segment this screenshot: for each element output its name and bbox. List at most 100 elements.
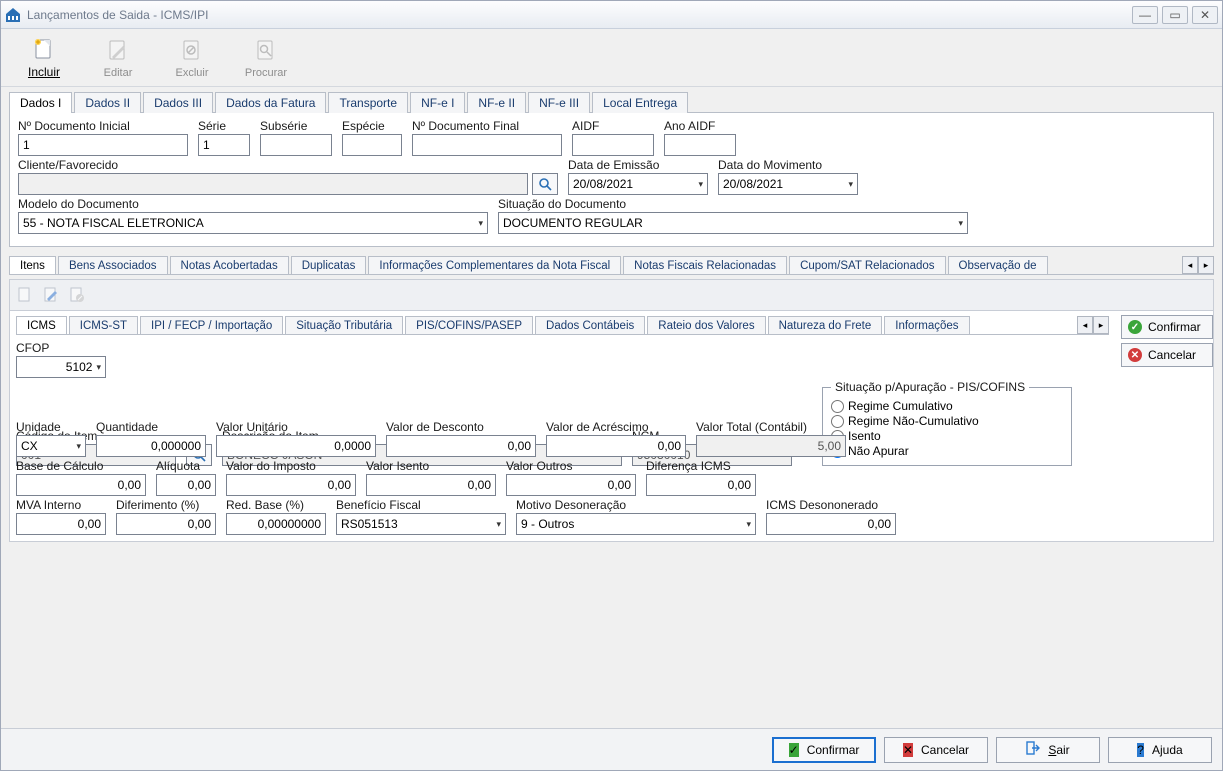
- tab-itens[interactable]: Itens: [9, 256, 56, 275]
- editar-icon: [104, 37, 132, 65]
- diferimento-input[interactable]: [116, 513, 216, 535]
- tab-rateio-dos-valores[interactable]: Rateio dos Valores: [647, 316, 765, 335]
- tab-ipi-fecp-importa-o[interactable]: IPI / FECP / Importação: [140, 316, 283, 335]
- close-button[interactable]: ✕: [1192, 6, 1218, 24]
- item-delete-icon[interactable]: [65, 283, 89, 307]
- radio-regime-n-o-cumulativo[interactable]: Regime Não-Cumulativo: [831, 414, 1063, 428]
- lbl-unidade: Unidade: [16, 420, 86, 434]
- tab-nf-e-iii[interactable]: NF-e III: [528, 92, 590, 113]
- incluir-button[interactable]: Incluir: [9, 33, 79, 82]
- tab-bens-associados[interactable]: Bens Associados: [58, 256, 168, 275]
- lbl-valor-unitario: Valor Unitário: [216, 420, 376, 434]
- tab-dados-cont-beis[interactable]: Dados Contábeis: [535, 316, 645, 335]
- radio-isento[interactable]: Isento: [831, 429, 1063, 443]
- valor-acrescimo-input[interactable]: [546, 435, 686, 457]
- valor-imposto-input[interactable]: [226, 474, 356, 496]
- valor-isento-input[interactable]: [366, 474, 496, 496]
- data-movimento-select[interactable]: 20/08/2021▾: [718, 173, 858, 195]
- tab-dados-i[interactable]: Dados I: [9, 92, 72, 113]
- footer-confirmar-button[interactable]: ✓ Confirmar: [772, 737, 876, 763]
- lbl-valor-acrescimo: Valor de Acréscimo: [546, 420, 686, 434]
- lbl-valor-isento: Valor Isento: [366, 459, 496, 473]
- footer-sair-button[interactable]: SSairair: [996, 737, 1100, 763]
- lbl-quantidade: Quantidade: [96, 420, 206, 434]
- valor-desconto-input[interactable]: [386, 435, 536, 457]
- tab-notas-fiscais-relacionadas[interactable]: Notas Fiscais Relacionadas: [623, 256, 787, 275]
- app-window: Lançamentos de Saida - ICMS/IPI — ▭ ✕ In…: [0, 0, 1223, 771]
- item-edit-icon[interactable]: [39, 283, 63, 307]
- lbl-motivo-desoneracao: Motivo Desoneração: [516, 498, 756, 512]
- radio-n-o-apurar[interactable]: Não Apurar: [831, 444, 1063, 458]
- tab-notas-acobertadas[interactable]: Notas Acobertadas: [170, 256, 289, 275]
- footer-cancelar-button[interactable]: ✕ Cancelar: [884, 737, 988, 763]
- lbl-serie: Série: [198, 119, 250, 133]
- tab-informa-es[interactable]: Informações: [884, 316, 969, 335]
- tab-scroll-right[interactable]: ▸: [1093, 316, 1109, 334]
- tab-cupom-sat-relacionados[interactable]: Cupom/SAT Relacionados: [789, 256, 945, 275]
- maximize-button[interactable]: ▭: [1162, 6, 1188, 24]
- serie-input[interactable]: [198, 134, 250, 156]
- cliente-search-button[interactable]: [532, 173, 558, 195]
- cfop-select[interactable]: 5102▾: [16, 356, 106, 378]
- radio-input[interactable]: [831, 400, 844, 413]
- tab-duplicatas[interactable]: Duplicatas: [291, 256, 367, 275]
- motivo-desoneracao-select[interactable]: 9 - Outros▾: [516, 513, 756, 535]
- incluir-label: Incluir: [28, 65, 60, 79]
- excluir-label: Excluir: [175, 67, 208, 79]
- cliente-input[interactable]: [18, 173, 528, 195]
- red-base-input[interactable]: [226, 513, 326, 535]
- tab-scroll-left[interactable]: ◂: [1077, 316, 1093, 334]
- valor-outros-input[interactable]: [506, 474, 636, 496]
- minimize-button[interactable]: —: [1132, 6, 1158, 24]
- tab-informa-es-complementares-da-nota-fiscal[interactable]: Informações Complementares da Nota Fisca…: [368, 256, 621, 275]
- modelo-select[interactable]: 55 - NOTA FISCAL ELETRONICA▾: [18, 212, 488, 234]
- procurar-icon: [252, 37, 280, 65]
- search-icon: [538, 177, 552, 191]
- tab-icms[interactable]: ICMS: [16, 316, 67, 335]
- unidade-select[interactable]: CX▾: [16, 435, 86, 457]
- beneficio-fiscal-select[interactable]: RS051513▾: [336, 513, 506, 535]
- footer-ajuda-label: Ajuda: [1152, 743, 1183, 757]
- tab-icms-st[interactable]: ICMS-ST: [69, 316, 138, 335]
- tab-local-entrega[interactable]: Local Entrega: [592, 92, 688, 113]
- tab-dados-ii[interactable]: Dados II: [74, 92, 141, 113]
- lbl-data-movimento: Data do Movimento: [718, 158, 858, 172]
- n-doc-ini-input[interactable]: [18, 134, 188, 156]
- ano-aidf-input[interactable]: [664, 134, 736, 156]
- inner-confirmar-button[interactable]: ✓ Confirmar: [1121, 315, 1213, 339]
- tab-pis-cofins-pasep[interactable]: PIS/COFINS/PASEP: [405, 316, 533, 335]
- radio-regime-cumulativo[interactable]: Regime Cumulativo: [831, 399, 1063, 413]
- tab-transporte[interactable]: Transporte: [328, 92, 408, 113]
- diferenca-icms-input[interactable]: [646, 474, 756, 496]
- base-calculo-input[interactable]: [16, 474, 146, 496]
- x-icon: ✕: [1128, 348, 1142, 362]
- tab-natureza-do-frete[interactable]: Natureza do Frete: [768, 316, 883, 335]
- tab-nf-e-ii[interactable]: NF-e II: [467, 92, 526, 113]
- footer-ajuda-button[interactable]: ? Ajuda: [1108, 737, 1212, 763]
- lbl-aliquota: Alíquota: [156, 459, 216, 473]
- inner-cancelar-button[interactable]: ✕ Cancelar: [1121, 343, 1213, 367]
- tab-dados-da-fatura[interactable]: Dados da Fatura: [215, 92, 326, 113]
- data-emissao-select[interactable]: 20/08/2021▾: [568, 173, 708, 195]
- situacao-select[interactable]: DOCUMENTO REGULAR▾: [498, 212, 968, 234]
- aidf-input[interactable]: [572, 134, 654, 156]
- tab-scroll-left[interactable]: ◂: [1182, 256, 1198, 274]
- tab-situa-o-tribut-ria[interactable]: Situação Tributária: [285, 316, 403, 335]
- aliquota-input[interactable]: [156, 474, 216, 496]
- subserie-input[interactable]: [260, 134, 332, 156]
- tab-observa-o-de[interactable]: Observação de: [948, 256, 1048, 275]
- procurar-button: Procurar: [231, 33, 301, 82]
- n-doc-fin-input[interactable]: [412, 134, 562, 156]
- tab-nf-e-i[interactable]: NF-e I: [410, 92, 465, 113]
- lbl-diferenca-icms: Diferença ICMS: [646, 459, 756, 473]
- mva-interno-input[interactable]: [16, 513, 106, 535]
- especie-input[interactable]: [342, 134, 402, 156]
- valor-unitario-input[interactable]: [216, 435, 376, 457]
- icms-desononerado-input[interactable]: [766, 513, 896, 535]
- tab-dados-iii[interactable]: Dados III: [143, 92, 213, 113]
- item-new-icon[interactable]: [13, 283, 37, 307]
- inner-confirmar-label: Confirmar: [1148, 320, 1201, 334]
- titlebar: Lançamentos de Saida - ICMS/IPI — ▭ ✕: [1, 1, 1222, 29]
- quantidade-input[interactable]: [96, 435, 206, 457]
- tab-scroll-right[interactable]: ▸: [1198, 256, 1214, 274]
